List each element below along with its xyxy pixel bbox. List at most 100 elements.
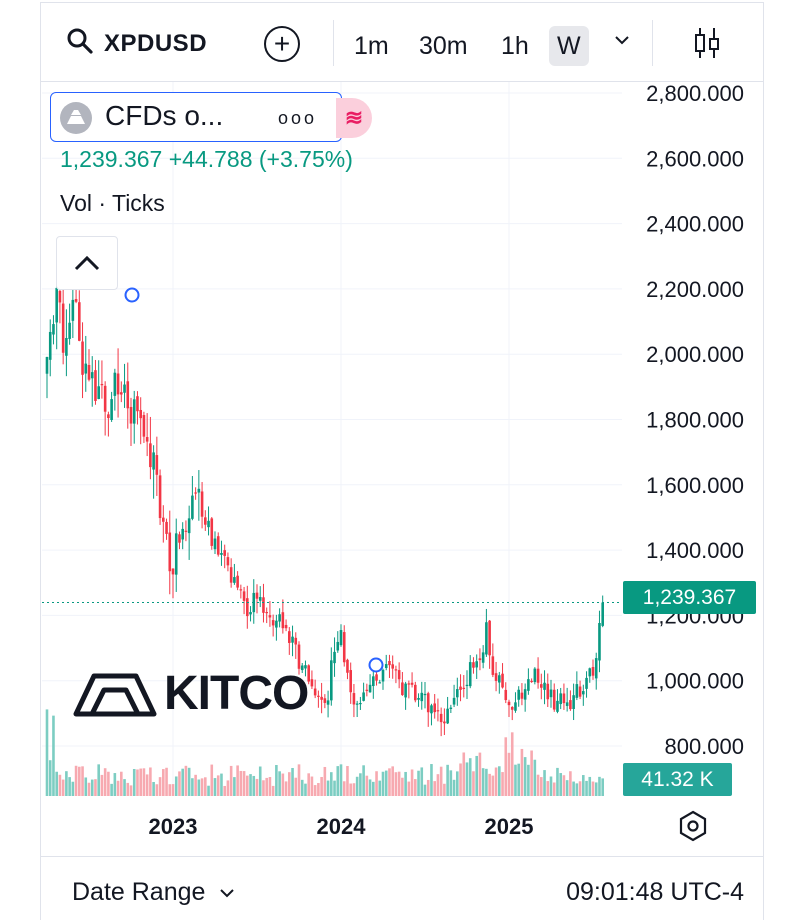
candle [591,659,595,680]
candle [129,397,133,446]
price-axis[interactable]: 2,800.000 2,600.000 2,400.000 2,200.000 2,00… [646,81,744,759]
collapse-legend-button[interactable] [56,236,118,290]
candle [136,391,139,425]
candle [220,540,223,566]
candle [110,391,113,422]
volume-bar [585,780,588,796]
volume-bar [446,764,449,796]
candle [233,563,236,585]
candle [559,687,562,710]
candle [339,624,343,647]
volume-bar [278,771,281,796]
candle [397,662,401,689]
candle [352,683,356,718]
indicator-wave-icon[interactable]: ≋ [336,98,372,138]
candle [297,641,301,675]
time-axis[interactable]: 2023 2024 2025 [149,814,534,839]
candle [355,700,359,718]
series-name: CFDs o... [105,100,224,131]
volume-bar [488,773,491,796]
volume-bar [61,779,65,796]
volume-bar [533,759,537,796]
chart-type-button[interactable] [690,26,724,65]
candle [162,505,165,543]
volume-bar [336,766,340,796]
volume-bar [562,775,566,796]
volume-bar [226,780,230,796]
kitco-watermark: KITCO [72,666,309,721]
candle [123,363,126,408]
kitco-wordmark: KITCO [164,667,309,720]
interval-30m-button[interactable]: 30m [419,32,468,60]
volume-badge: 41.32 K [623,763,732,796]
candle [530,678,533,683]
volume-bar [103,768,107,796]
volume-bar [262,780,265,796]
candle [465,670,469,699]
candle [336,631,340,653]
interval-dropdown-button[interactable] [614,32,630,53]
candle [520,683,524,706]
volume-bar [520,748,524,796]
volume-bar [139,768,142,796]
add-symbol-button[interactable]: + [264,26,300,62]
candle [142,411,146,443]
settings-icon [679,810,707,842]
candle [472,657,475,674]
candle [100,360,104,399]
toolbar-divider [652,20,653,66]
volume-bar [90,779,94,796]
volume-bar [349,783,352,796]
candle [417,693,420,707]
more-options-icon[interactable]: ooo [278,108,318,128]
event-marker[interactable] [368,657,384,673]
volume-bar [456,771,459,796]
candle [359,696,362,710]
volume-bars [45,709,604,796]
candle [271,614,275,637]
chart-settings-button[interactable] [677,810,709,847]
candle [81,322,84,399]
candle [197,470,201,521]
candle [78,290,81,342]
symbol-search[interactable]: XPDUSD [66,24,207,64]
volume-bar [45,709,49,796]
chart-frame [40,2,764,920]
volume-bar [229,765,233,796]
volume-bar [55,771,58,796]
volume-bar [120,771,123,796]
volume-bar [52,715,55,796]
volume-bar [113,773,117,796]
volume-bar [510,732,514,796]
candle [381,668,385,690]
candle [456,677,459,706]
time-tick-label: 2024 [317,814,367,839]
volume-bar [517,763,520,796]
interval-w-button[interactable]: W [549,26,589,66]
volume-bar [58,774,62,796]
clock-timezone[interactable]: 09:01:48 UTC-4 [566,878,744,906]
candle [252,579,256,624]
candle [194,487,197,500]
candle [300,663,304,674]
date-range-button[interactable]: Date Range [72,878,235,907]
candles [45,261,604,737]
volume-bar [565,780,569,796]
interval-1m-button[interactable]: 1m [354,32,389,60]
volume-bar [181,768,184,796]
event-marker[interactable] [124,287,140,303]
candle [423,682,427,709]
candle [488,619,491,669]
volume-bar [523,757,527,796]
candle [333,637,336,677]
volume-bar [404,771,407,796]
series-legend[interactable] [50,92,342,142]
candle [601,595,604,628]
interval-1h-button[interactable]: 1h [501,32,529,60]
volume-bar [362,765,365,796]
candle [540,673,543,700]
candle [210,517,214,550]
volume-bar [284,781,288,796]
candle [165,518,168,540]
